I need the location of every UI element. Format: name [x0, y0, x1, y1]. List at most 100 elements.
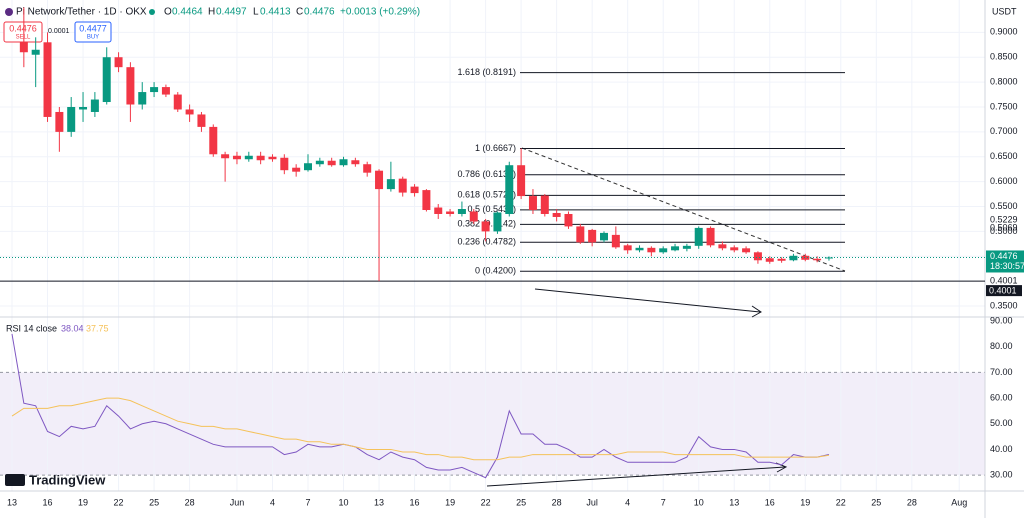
candle-body	[730, 247, 739, 251]
candle-body	[161, 87, 170, 95]
y-tick-label: 0.6000	[990, 176, 1018, 186]
y-tick-label: 0.3500	[990, 300, 1018, 310]
candle-body	[185, 109, 194, 115]
rsi-legend-value: 38.04	[61, 323, 84, 333]
candle-body	[363, 164, 372, 173]
buy-price: 0.4477	[79, 23, 107, 33]
candle-body	[150, 87, 159, 93]
candle-body	[694, 227, 703, 246]
sell-label: SELL	[16, 35, 31, 41]
candle-body	[244, 155, 253, 160]
ohlc-letter: H	[208, 7, 215, 18]
x-tick-label: 28	[552, 497, 562, 507]
candle-body	[221, 154, 230, 159]
x-tick-label: Jun	[230, 497, 245, 507]
rsi-tick-label: 70.00	[990, 367, 1013, 377]
fib-label: 0.5 (0.5433)	[467, 204, 516, 214]
high-value: 0.4497	[216, 7, 247, 18]
currency: USDT	[992, 6, 1017, 16]
buy-button[interactable]	[74, 21, 112, 43]
candle-body	[718, 244, 727, 249]
candle-body	[765, 258, 774, 262]
y-tick-label: 0.7000	[990, 126, 1018, 136]
y-tick-label: 0.8500	[990, 52, 1018, 62]
candle-body	[375, 170, 384, 190]
x-tick-label: 22	[114, 497, 124, 507]
candle-body	[114, 57, 123, 68]
candle-body	[813, 258, 822, 261]
trend-line	[521, 147, 846, 272]
x-tick-label: 22	[481, 497, 491, 507]
candle-body	[43, 42, 52, 117]
candle-body	[327, 160, 336, 166]
candle-body	[67, 106, 76, 132]
candle-body	[505, 165, 514, 214]
x-tick-label: 28	[185, 497, 195, 507]
rsi-tick-label: 90.00	[990, 315, 1013, 325]
candle-body	[79, 106, 88, 110]
x-tick-label: 13	[7, 497, 17, 507]
candle-body	[102, 57, 111, 103]
candle-body	[564, 213, 573, 227]
candle-body	[611, 234, 620, 248]
candle-body	[671, 246, 680, 251]
y-tick-label: 0.6500	[990, 151, 1018, 161]
candle-body	[173, 94, 182, 110]
rsi-legend-value: 37.75	[86, 323, 109, 333]
candle-body	[682, 245, 691, 249]
change: +0.0013 (+0.29%)	[340, 7, 420, 18]
fib-label: 1.618 (0.8191)	[457, 67, 516, 77]
candle-body	[304, 163, 312, 171]
x-tick-label: 19	[78, 497, 88, 507]
sell-button[interactable]	[3, 21, 43, 43]
x-tick-label: 16	[765, 497, 775, 507]
candle-body	[351, 160, 360, 165]
candle-body	[493, 212, 502, 232]
rsi-tick-label: 30.00	[990, 469, 1013, 479]
candle-body	[268, 156, 277, 160]
candle-body	[197, 114, 206, 127]
x-tick-label: 25	[871, 497, 881, 507]
x-tick-label: 10	[339, 497, 349, 507]
y-tick-label: 0.7500	[990, 101, 1018, 111]
fib-label: 0 (0.4200)	[475, 266, 516, 276]
x-tick-label: 25	[149, 497, 159, 507]
candle-body	[138, 92, 147, 105]
candle-body	[588, 229, 597, 243]
candle-body	[232, 155, 241, 160]
candle-body	[659, 248, 668, 253]
hline-label: 0.4001	[989, 285, 1017, 295]
candle-body	[339, 159, 348, 166]
close-value: 0.4476	[304, 7, 335, 18]
candle-body	[647, 247, 656, 253]
hline-label-box	[986, 285, 1022, 297]
x-tick-label: Jul	[586, 497, 598, 507]
y-tick-label: 0.5500	[990, 201, 1018, 211]
candle-body	[528, 196, 537, 211]
status-dot	[149, 9, 155, 15]
candle-body	[19, 42, 28, 53]
ohlc-letter: C	[296, 7, 303, 18]
spread: 0.0001	[48, 28, 70, 35]
candle-body	[256, 155, 265, 161]
candle-body	[446, 211, 455, 214]
x-tick-label: 28	[907, 497, 917, 507]
candle-body	[209, 126, 218, 155]
price-label: 0.4476	[990, 251, 1018, 261]
candle-body	[386, 179, 395, 190]
x-tick-label: 16	[410, 497, 420, 507]
rsi-arrow	[486, 466, 786, 487]
price-label-box	[986, 250, 1024, 273]
candle-body	[457, 209, 466, 214]
rsi-line	[11, 397, 830, 461]
x-tick-label: 13	[729, 497, 739, 507]
price-arrow	[534, 288, 761, 313]
candle-body	[635, 247, 644, 251]
x-tick-label: 4	[270, 497, 275, 507]
x-tick-label: 10	[694, 497, 704, 507]
brand-logo	[5, 474, 25, 486]
candle-body	[576, 226, 585, 243]
rsi-line	[11, 333, 830, 479]
